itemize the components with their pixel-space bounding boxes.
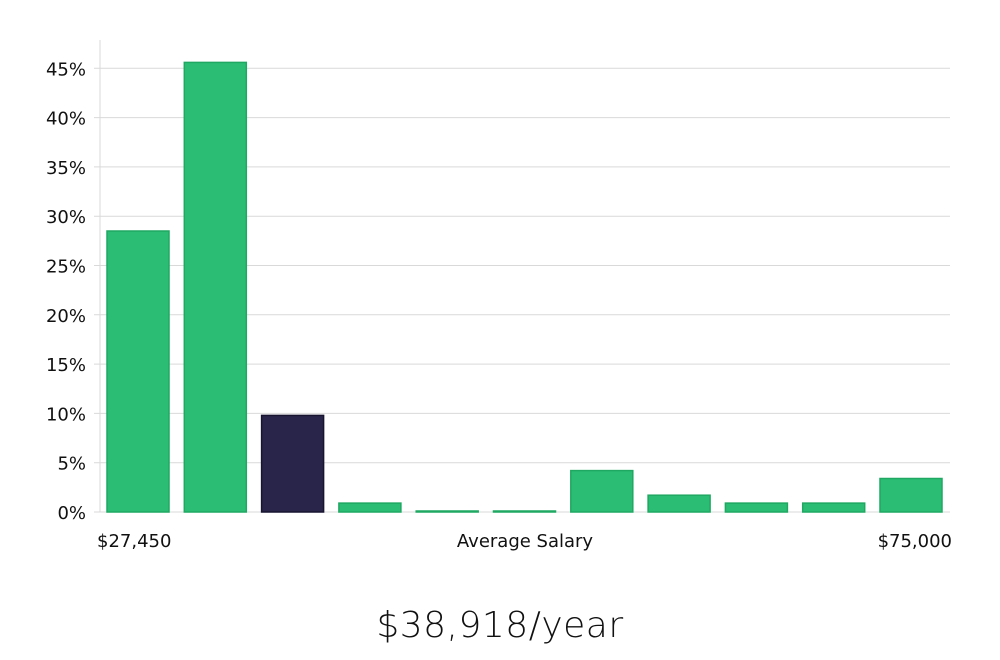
bar bbox=[106, 230, 170, 513]
bar bbox=[338, 502, 402, 513]
bar bbox=[415, 510, 479, 513]
y-tick-label-40: 40% bbox=[46, 109, 86, 130]
bar bbox=[492, 510, 557, 513]
y-tick-label-25: 25% bbox=[46, 257, 86, 278]
bar bbox=[183, 61, 248, 513]
y-tick-label-45: 45% bbox=[46, 59, 86, 80]
average-salary-value: $38,918/year bbox=[376, 605, 624, 646]
bar bbox=[879, 477, 943, 513]
y-tick-label-15: 15% bbox=[46, 355, 86, 376]
y-tick-label-35: 35% bbox=[46, 158, 86, 179]
salary-histogram: 0% 5% 10% 15% 20% 25% 30% 35% 40% 45% $27,450 Ave… bbox=[46, 40, 952, 552]
bar bbox=[570, 469, 634, 513]
bars bbox=[106, 61, 943, 513]
bar bbox=[801, 502, 866, 513]
bar bbox=[724, 502, 789, 513]
bar bbox=[647, 494, 711, 513]
x-axis-label: Average Salary bbox=[457, 531, 594, 552]
y-tick-labels: 0% 5% 10% 15% 20% 25% 30% 35% 40% 45% bbox=[46, 59, 86, 524]
x-min-label: $27,450 bbox=[97, 531, 171, 552]
y-tick-label-10: 10% bbox=[46, 404, 86, 425]
bar-highlighted bbox=[260, 414, 325, 513]
y-tick-label-0: 0% bbox=[57, 503, 86, 524]
x-max-label: $75,000 bbox=[878, 531, 952, 552]
y-tick-label-20: 20% bbox=[46, 306, 86, 327]
y-tick-label-5: 5% bbox=[57, 454, 86, 475]
y-tick-label-30: 30% bbox=[46, 207, 86, 228]
